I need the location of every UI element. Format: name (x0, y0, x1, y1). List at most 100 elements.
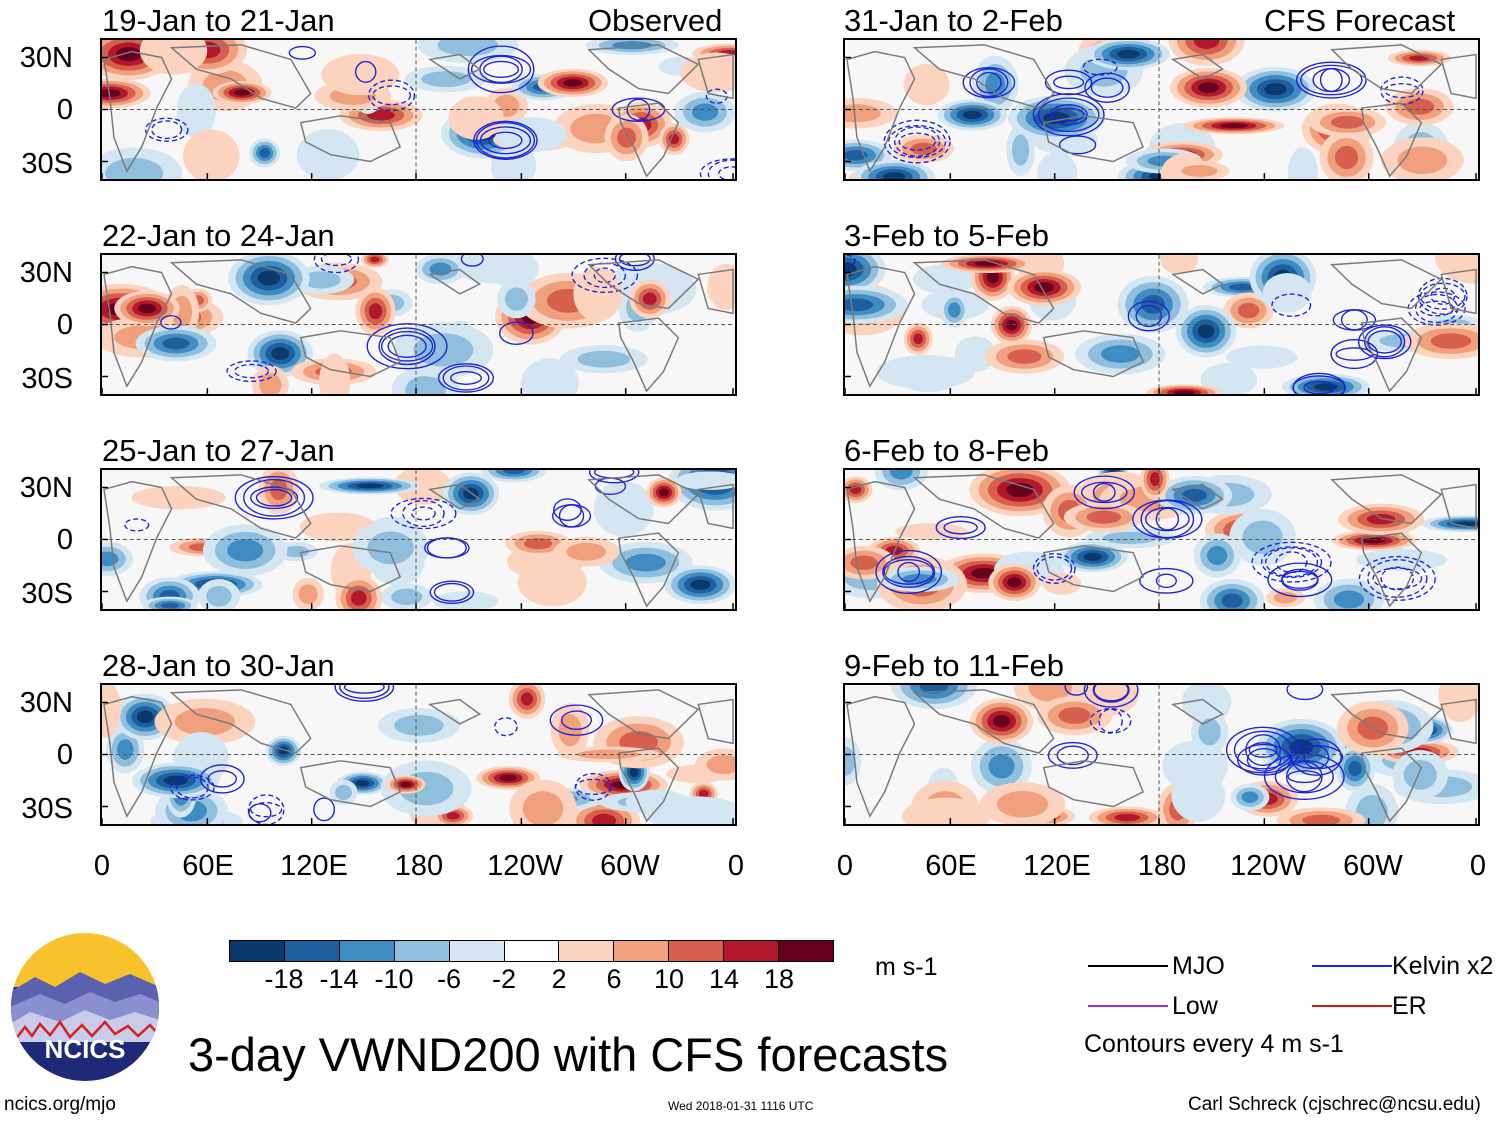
wind-anomaly-blob (502, 470, 525, 475)
y-tick-0: 0 (56, 309, 73, 341)
kelvin-contour (1092, 482, 1116, 502)
coastline (1360, 317, 1423, 393)
wind-anomaly-blob (1331, 115, 1365, 129)
wind-anomaly-blob (1273, 591, 1298, 604)
kelvin-contour (498, 321, 534, 346)
wind-anomaly-blob (889, 470, 913, 480)
kelvin-contour (1098, 708, 1123, 734)
coastline (697, 268, 734, 315)
wind-anomaly-blob (298, 584, 318, 605)
kelvin-contour (618, 255, 651, 267)
wind-anomaly-blob (1333, 590, 1365, 609)
kelvin-contour (1285, 761, 1323, 793)
colorbar-cell (559, 941, 615, 961)
wind-anomaly-blob (321, 53, 400, 96)
coastline (169, 44, 312, 109)
kelvin-contour (234, 363, 270, 379)
map-canvas (102, 685, 735, 824)
kelvin-contour (437, 363, 495, 393)
y-tick-30n: 30N (19, 257, 73, 289)
wind-anomaly-blob (850, 555, 878, 570)
wind-anomaly-blob (105, 157, 164, 179)
coastline (587, 259, 700, 310)
legend-label-mjo: MJO (1172, 952, 1225, 980)
map-panel-obs-2 (100, 253, 737, 396)
y-tick-0: 0 (56, 94, 73, 126)
y-tick-30s: 30S (21, 148, 73, 180)
x-tick-180: 180 (1137, 850, 1187, 882)
kelvin-contour (475, 122, 536, 159)
coastline (697, 483, 734, 530)
legend-label-er: ER (1392, 992, 1427, 1020)
kelvin-contour (898, 132, 936, 151)
coastline (587, 689, 700, 740)
wind-anomaly-blob (1006, 482, 1034, 498)
wind-anomaly-blob (1242, 520, 1283, 555)
kelvin-contour (1372, 567, 1423, 590)
wind-anomaly-blob (1237, 302, 1260, 319)
coastline (1330, 44, 1443, 95)
coastline (697, 698, 734, 745)
x-tick-120w: 120W (487, 850, 563, 882)
kelvin-contour (1419, 282, 1466, 310)
y-tick-30s: 30S (21, 363, 73, 395)
wind-anomaly-blob (367, 109, 395, 121)
kelvin-contour (199, 764, 245, 794)
wind-anomaly-blob (1160, 255, 1199, 275)
kelvin-contour (1044, 69, 1093, 96)
kelvin-contour (288, 45, 317, 60)
map-canvas (845, 40, 1478, 179)
wind-anomaly-blob (1100, 345, 1140, 363)
kelvin-contour (1292, 372, 1346, 394)
kelvin-contour (429, 580, 475, 605)
wind-anomaly-blob (421, 71, 471, 87)
map-canvas (845, 255, 1478, 394)
wind-anomaly-blob (1005, 319, 1018, 331)
wind-anomaly-blob (1229, 283, 1255, 291)
kelvin-contour (1245, 734, 1281, 766)
map-canvas (102, 470, 735, 609)
wind-anomaly-blob (1408, 55, 1430, 61)
colorbar-cell (724, 941, 780, 961)
wind-anomaly-blob (299, 512, 376, 542)
kelvin-contour (355, 60, 377, 83)
kelvin-contour (551, 504, 592, 528)
map-panel-fcst-4 (843, 683, 1480, 826)
kelvin-contour (160, 315, 182, 330)
wind-anomaly-blob (1220, 123, 1248, 129)
wind-anomaly-blob (1007, 577, 1022, 588)
y-tick-30n: 30N (19, 472, 73, 504)
kelvin-contour (1303, 380, 1335, 394)
x-tick-120e: 120E (1023, 850, 1091, 882)
kelvin-contour (1286, 685, 1324, 701)
kelvin-contour (1289, 744, 1344, 770)
kelvin-contour (387, 334, 427, 358)
kelvin-contour (1047, 741, 1098, 769)
kelvin-contour (176, 776, 209, 799)
map-panel-fcst-2 (843, 253, 1480, 396)
kelvin-contour (467, 45, 535, 94)
wind-anomaly-blob (162, 337, 190, 350)
wind-anomaly-blob (1362, 537, 1386, 544)
kelvin-contour (234, 476, 314, 520)
kelvin-contour (882, 555, 936, 589)
wind-anomaly-blob (1042, 572, 1082, 595)
wind-anomaly-blob (517, 558, 587, 607)
kelvin-contour (1084, 72, 1130, 103)
legend-label-low: Low (1172, 992, 1218, 1020)
wind-anomaly-blob (1264, 83, 1287, 96)
wind-anomaly-blob (131, 485, 226, 510)
kelvin-contour (1127, 300, 1170, 332)
wind-anomaly-blob (495, 117, 568, 153)
wind-anomaly-blob (206, 585, 232, 607)
colorbar-cell (284, 941, 340, 961)
wind-anomaly-blob (138, 303, 156, 314)
y-tick-30s: 30S (21, 578, 73, 610)
kelvin-contour (571, 257, 639, 294)
x-tick-0-end: 0 (1469, 850, 1487, 882)
coastline (299, 115, 402, 163)
coastline (427, 483, 482, 510)
kelvin-contour (1367, 559, 1428, 598)
wind-anomaly-blob (1207, 546, 1228, 566)
coastline (1330, 259, 1443, 310)
